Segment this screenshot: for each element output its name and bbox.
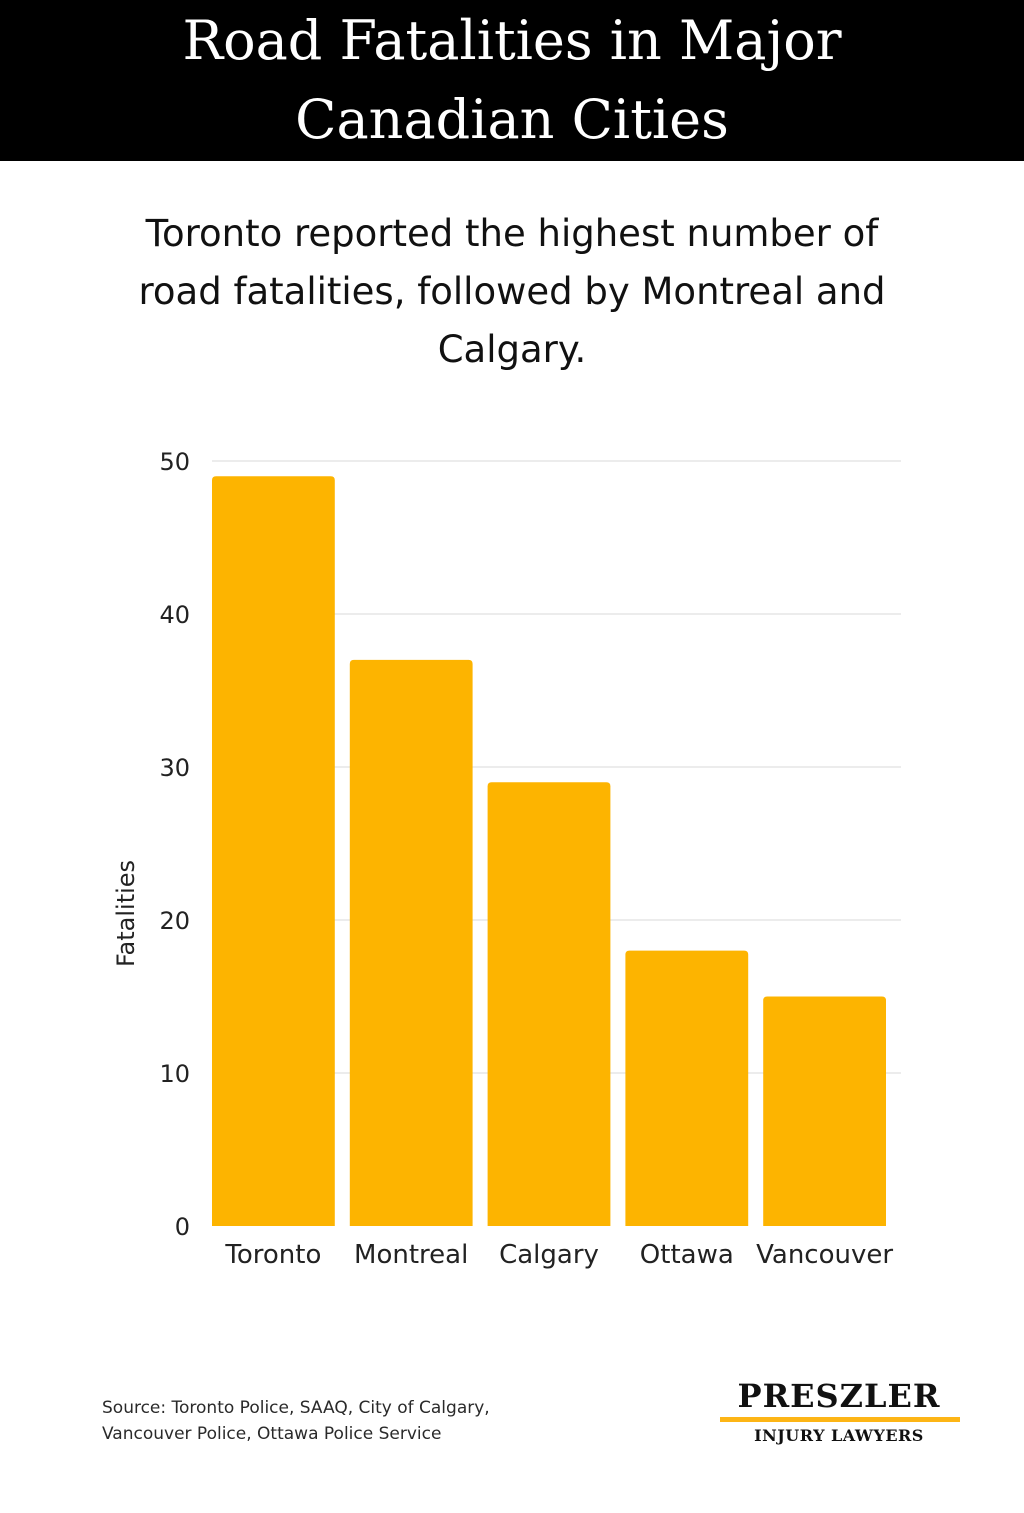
logo-accent-bar bbox=[720, 1417, 960, 1422]
logo-name: PRESZLER bbox=[737, 1377, 941, 1415]
bar-calgary bbox=[487, 782, 611, 1226]
bar-ottawa bbox=[625, 950, 749, 1226]
bar-toronto bbox=[212, 476, 335, 1226]
page-title-line-2: Canadian Cities bbox=[295, 88, 729, 151]
source-note-line-1: Source: Toronto Police, SAAQ, City of Ca… bbox=[102, 1398, 490, 1418]
subtitle-line-3: Calgary. bbox=[437, 328, 587, 371]
preszler-logo: PRESZLER INJURY LAWYERS bbox=[716, 1380, 962, 1450]
logo-tagline: INJURY LAWYERS bbox=[754, 1426, 924, 1445]
subtitle-line-1: Toronto reported the highest number of bbox=[145, 212, 879, 255]
x-tick-label-vancouver: Vancouver bbox=[756, 1240, 893, 1270]
x-tick-label-toronto: Toronto bbox=[224, 1240, 321, 1270]
y-tick-label-40: 40 bbox=[159, 601, 190, 629]
x-tick-label-ottawa: Ottawa bbox=[640, 1240, 734, 1270]
page-title-line-1: Road Fatalities in Major bbox=[182, 9, 842, 72]
y-tick-label-0: 0 bbox=[175, 1213, 190, 1241]
subtitle-line-2: road fatalities, followed by Montreal an… bbox=[138, 270, 886, 313]
header-band bbox=[0, 0, 1024, 161]
y-tick-label-20: 20 bbox=[159, 907, 190, 935]
x-tick-label-calgary: Calgary bbox=[499, 1240, 599, 1270]
x-tick-label-montreal: Montreal bbox=[354, 1240, 468, 1270]
source-note-line-2: Vancouver Police, Ottawa Police Service bbox=[102, 1424, 442, 1444]
bar-vancouver bbox=[763, 996, 886, 1226]
bar-montreal bbox=[349, 659, 473, 1226]
y-tick-label-10: 10 bbox=[159, 1060, 190, 1088]
y-axis-label: Fatalities bbox=[112, 860, 140, 967]
y-tick-label-30: 30 bbox=[159, 754, 190, 782]
y-tick-label-50: 50 bbox=[159, 448, 190, 476]
